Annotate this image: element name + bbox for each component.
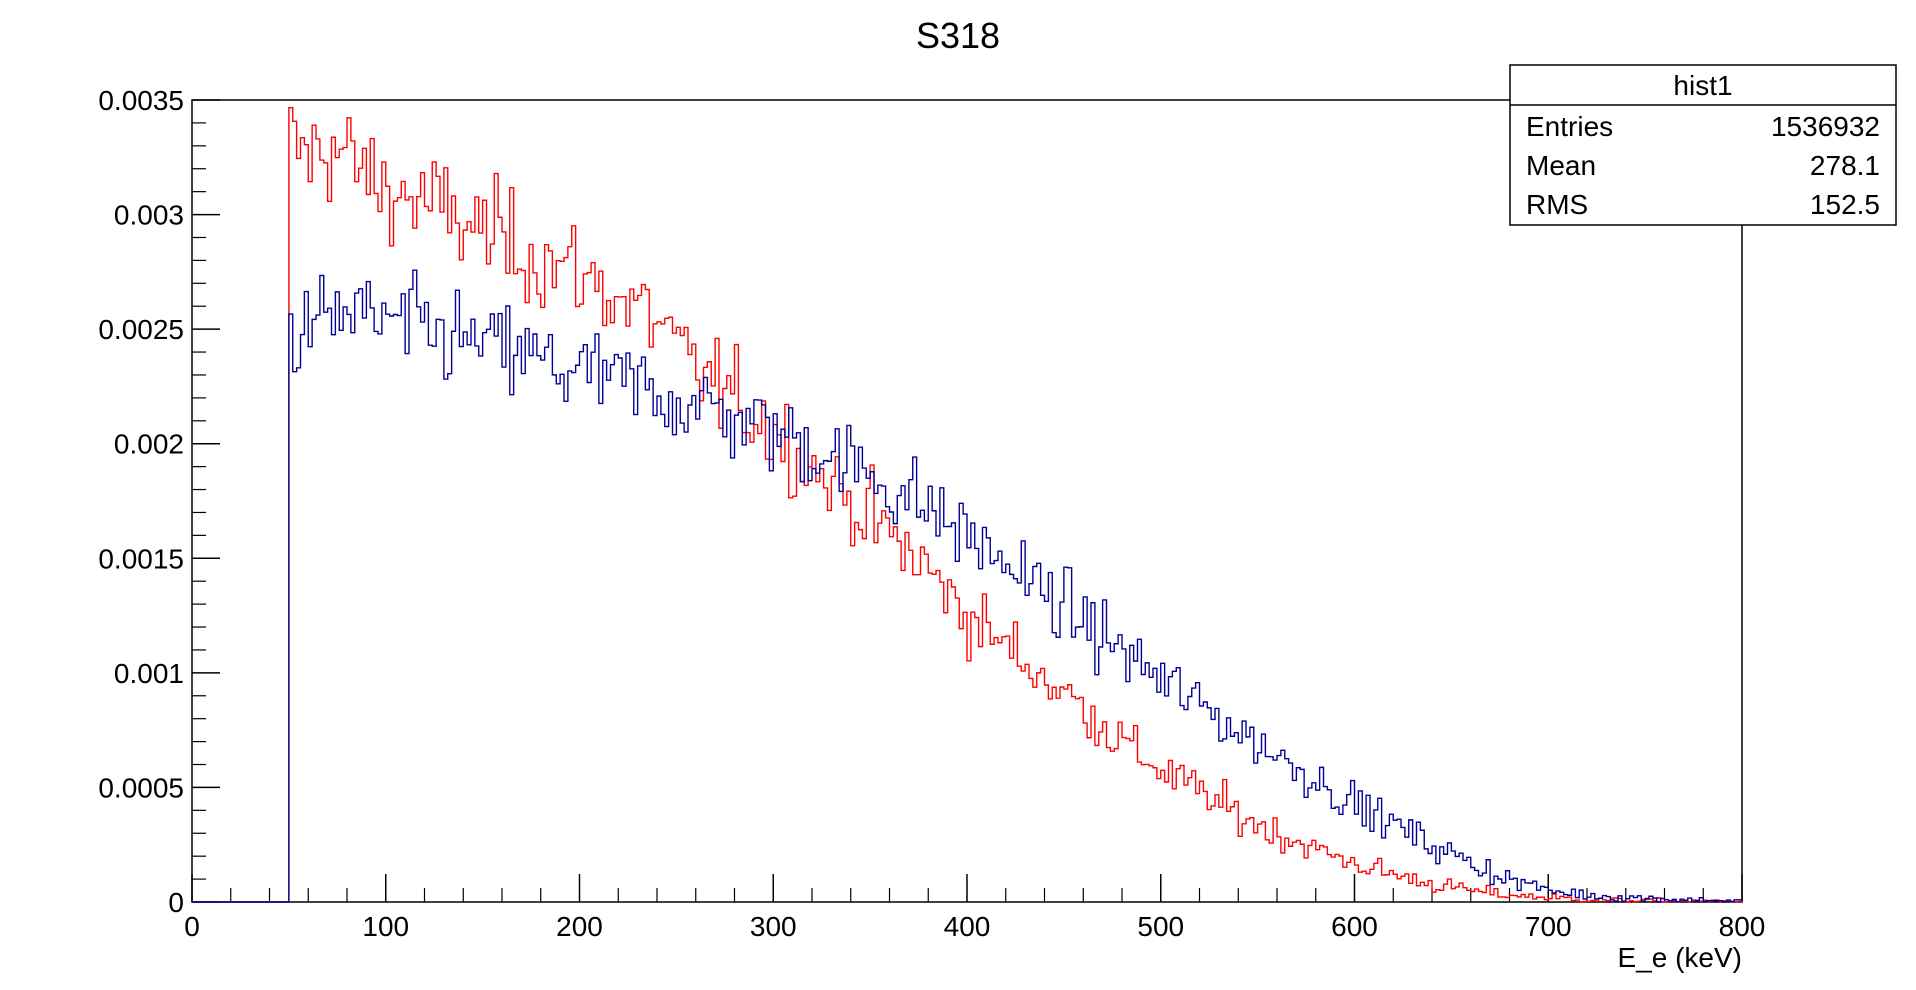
series-layer	[192, 107, 1742, 903]
stats-box-title: hist1	[1673, 70, 1732, 101]
x-tick-label: 400	[944, 911, 991, 942]
stats-label-mean: Mean	[1526, 150, 1596, 181]
y-axis: 0 0.0005 0.001 0.0015 0.002 0.0025 0.003 0.0035	[98, 85, 220, 918]
y-tick-label: 0	[168, 887, 184, 918]
x-tick-label: 500	[1137, 911, 1184, 942]
x-axis-label: E_e (keV)	[1618, 942, 1743, 973]
y-tick-label: 0.0005	[98, 772, 184, 803]
chart-title: S318	[916, 15, 1000, 56]
y-tick-label: 0.0015	[98, 543, 184, 574]
series-red-histogram	[192, 107, 1742, 903]
x-tick-label: 0	[184, 911, 200, 942]
y-tick-label: 0.003	[114, 200, 184, 231]
x-axis: 0 100 200 300 400 500 600 700 800	[184, 874, 1765, 942]
y-tick-label: 0.0035	[98, 85, 184, 116]
stats-value-rms: 152.5	[1810, 189, 1880, 220]
y-tick-label: 0.001	[114, 658, 184, 689]
stats-label-rms: RMS	[1526, 189, 1588, 220]
stats-value-entries: 1536932	[1771, 111, 1880, 142]
stats-box-frame	[1509, 64, 1897, 226]
stats-label-entries: Entries	[1526, 111, 1613, 142]
y-tick-label: 0.002	[114, 429, 184, 460]
x-tick-label: 600	[1331, 911, 1378, 942]
y-tick-label: 0.0025	[98, 314, 184, 345]
x-tick-label: 800	[1719, 911, 1766, 942]
stats-value-mean: 278.1	[1810, 150, 1880, 181]
x-tick-label: 300	[750, 911, 797, 942]
series-blue-histogram	[192, 269, 1742, 903]
x-tick-label: 100	[362, 911, 409, 942]
stats-box: hist1 Entries 1536932 Mean 278.1 RMS 152…	[1509, 64, 1897, 226]
x-tick-label: 700	[1525, 911, 1572, 942]
x-tick-label: 200	[556, 911, 603, 942]
